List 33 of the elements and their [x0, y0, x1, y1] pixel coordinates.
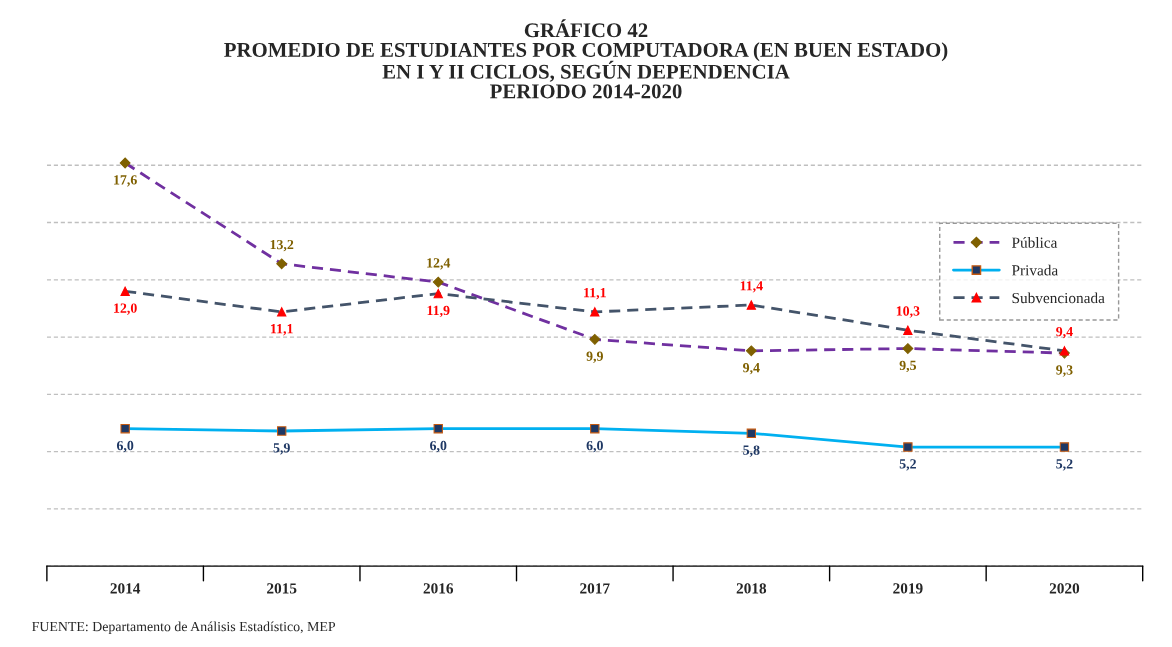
legend-label: Pública	[1011, 237, 1058, 248]
legend-label: Privada	[1011, 264, 1058, 276]
legend-label: Subvencionada	[1012, 292, 1105, 304]
x-tick-label: 2020	[1049, 583, 1080, 594]
data-label: 11,1	[271, 324, 293, 336]
data-label: 5,2	[899, 459, 916, 471]
data-label: 9,4	[1056, 326, 1073, 339]
x-tick-label: 2015	[267, 583, 297, 594]
data-label: 11,4	[740, 281, 763, 293]
x-tick-label: 2018	[736, 583, 767, 594]
data-label: 6,0	[116, 440, 134, 453]
data-label: 9,9	[586, 351, 603, 363]
data-label: 5,8	[743, 445, 760, 457]
data-label: 12,0	[114, 303, 137, 315]
data-label: 5,2	[1056, 459, 1073, 471]
data-label: 12,4	[427, 258, 451, 270]
chart-title: GRÁFICO 42 PROMEDIO DE ESTUDIANTES POR COMPUTADORA (EN BUEN ESTADO) EN I Y II CICLOS, SEGÚN DEPENDENCIA PERIODO 2014-2020	[224, 19, 948, 99]
x-tick-label: 2014	[110, 583, 141, 594]
data-label: 10,3	[896, 306, 920, 318]
data-label: 13,2	[270, 239, 294, 252]
data-label: 6,0	[430, 440, 447, 453]
data-label: 9,5	[899, 360, 917, 373]
data-label: 9,4	[743, 363, 760, 375]
data-label: 17,6	[114, 175, 137, 187]
source-note: FUENTE: Departamento de Análisis Estadístico, MEP	[32, 621, 336, 635]
data-label: 11,9	[427, 305, 450, 318]
x-tick-label: 2019	[893, 583, 923, 594]
x-tick-label: 2016	[423, 583, 454, 594]
data-label: 6,0	[586, 440, 603, 453]
data-label: 11,1	[584, 288, 606, 300]
data-label: 5,9	[273, 443, 290, 455]
x-tick-label: 2017	[580, 583, 610, 594]
data-label: 9,3	[1056, 365, 1073, 377]
